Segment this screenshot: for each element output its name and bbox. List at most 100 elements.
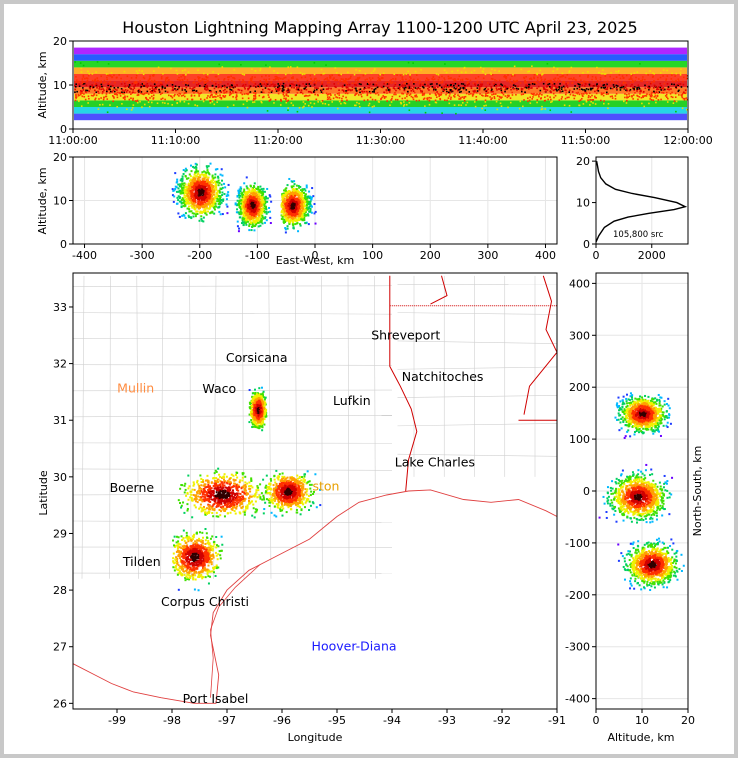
lightning-source-point	[512, 79, 515, 82]
lightning-source-point	[587, 96, 590, 99]
lightning-source-point	[632, 81, 634, 84]
lightning-source-point	[133, 87, 136, 89]
lightning-source-point	[139, 100, 141, 103]
lightning-source-point	[385, 96, 387, 98]
lightning-source-point	[109, 90, 112, 93]
lightning-source-point	[190, 194, 193, 197]
lightning-source-point	[484, 90, 487, 92]
lightning-source-point	[242, 215, 245, 218]
lightning-source-point	[509, 97, 512, 99]
lightning-source-point	[424, 83, 426, 86]
lightning-source-point	[292, 212, 295, 215]
lightning-source-point	[587, 71, 589, 73]
lightning-source-point	[211, 85, 214, 87]
lightning-source-point	[198, 196, 201, 199]
lightning-source-point	[629, 81, 632, 84]
lightning-source-point	[310, 91, 313, 94]
lightning-source-point	[299, 71, 302, 74]
lightning-source-point	[401, 76, 404, 78]
lightning-source-point	[225, 90, 228, 93]
lightning-source-point	[202, 194, 205, 197]
lightning-source-point	[238, 213, 241, 216]
lightning-source-point	[197, 178, 200, 181]
lightning-source-point	[287, 107, 290, 109]
lightning-source-point	[202, 220, 205, 223]
lightning-source-point	[141, 106, 143, 109]
lightning-source-point	[498, 84, 501, 87]
lightning-source-point	[242, 80, 245, 82]
lightning-source-point	[200, 191, 203, 194]
lightning-source-point	[216, 193, 219, 196]
lightning-source-point	[572, 78, 574, 81]
lightning-source-point	[219, 90, 221, 92]
lightning-source-point	[355, 87, 357, 90]
lightning-source-point	[214, 99, 217, 101]
lightning-source-point	[265, 78, 267, 81]
lightning-source-point	[248, 223, 251, 226]
lightning-source-point	[525, 81, 528, 84]
lightning-source-point	[207, 210, 210, 213]
lightning-source-point	[235, 94, 238, 96]
lightning-source-point	[159, 93, 162, 96]
lightning-source-point	[358, 89, 361, 91]
lightning-source-point	[236, 203, 239, 206]
lightning-source-point	[253, 85, 255, 87]
lightning-source-point	[273, 85, 276, 87]
lightning-source-point	[74, 85, 77, 88]
lightning-source-point	[153, 88, 156, 90]
lightning-source-point	[176, 93, 179, 96]
lightning-source-point	[362, 74, 365, 77]
lightning-source-point	[125, 91, 128, 93]
lightning-source-point	[441, 87, 444, 90]
lightning-source-point	[306, 82, 309, 85]
lightning-source-point	[305, 221, 308, 224]
lightning-source-point	[152, 75, 155, 77]
lightning-source-point	[306, 200, 309, 203]
lightning-source-point	[201, 78, 204, 80]
lightning-source-point	[297, 200, 300, 203]
lightning-source-point	[282, 192, 285, 195]
lightning-source-point	[640, 89, 642, 92]
lightning-source-point	[447, 91, 450, 94]
lightning-source-point	[671, 80, 674, 83]
lightning-source-point	[572, 94, 575, 97]
lightning-source-point	[249, 219, 252, 222]
lightning-source-point	[196, 192, 199, 195]
lightning-source-point	[94, 82, 96, 85]
lightning-source-point	[83, 93, 85, 95]
lightning-source-point	[591, 78, 593, 81]
lightning-source-point	[263, 190, 266, 193]
lightning-source-point	[536, 79, 539, 82]
altitude-density-band	[74, 93, 687, 101]
lightning-source-point	[671, 72, 673, 75]
lightning-source-point	[190, 179, 193, 182]
lightning-source-point	[488, 83, 491, 86]
lightning-source-point	[422, 85, 424, 88]
lightning-source-point	[366, 90, 368, 93]
lightning-source-point	[288, 79, 290, 82]
lightning-source-point	[242, 205, 245, 208]
east-west-plot	[73, 157, 557, 244]
lightning-source-point	[180, 201, 183, 204]
lightning-source-point	[385, 82, 387, 84]
lightning-source-point	[298, 198, 301, 201]
lightning-source-point	[604, 75, 607, 77]
lightning-source-point	[100, 75, 103, 78]
lightning-source-point	[557, 88, 560, 91]
lightning-source-point	[260, 91, 263, 93]
lightning-source-point	[596, 84, 598, 86]
lightning-source-point	[266, 110, 269, 112]
lightning-source-point	[584, 90, 587, 92]
lightning-source-point	[193, 212, 196, 215]
lightning-source-point	[348, 83, 351, 86]
lightning-source-point	[99, 86, 101, 88]
lightning-source-point	[184, 188, 187, 191]
lightning-source-point	[561, 90, 564, 93]
lightning-source-point	[199, 211, 202, 214]
lightning-source-point	[680, 94, 683, 96]
lightning-source-point	[491, 88, 493, 91]
lightning-source-point	[185, 84, 187, 86]
lightning-source-point	[171, 103, 174, 106]
lightning-source-point	[249, 208, 252, 211]
lightning-source-point	[344, 79, 346, 82]
